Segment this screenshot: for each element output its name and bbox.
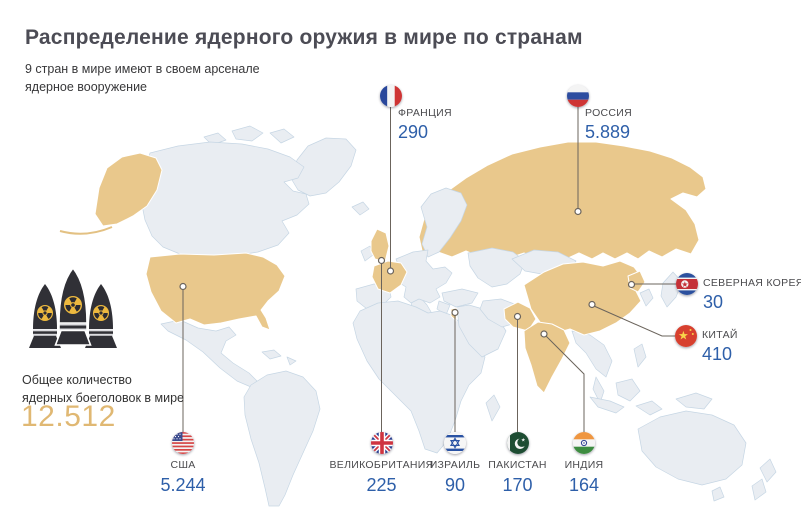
leader-lines xyxy=(179,107,676,432)
page-title: Распределение ядерного оружия в мире по … xyxy=(25,26,583,49)
country-value-north-korea: 30 xyxy=(703,292,724,312)
map-region-canada xyxy=(140,141,310,258)
callout-north-korea: СЕВЕРНАЯ КОРЕЯ 30 xyxy=(703,277,801,313)
map-region-new-guinea xyxy=(675,392,713,410)
page-subtitle-line1: 9 стран в мире имеют в своем арсенале xyxy=(25,62,260,76)
map-nuclear-states xyxy=(59,141,707,394)
pakistan-flag-icon: ★ xyxy=(506,432,529,454)
leader-line-india xyxy=(545,335,585,432)
country-name-pakistan: ПАКИСТАН xyxy=(488,459,547,471)
country-value-israel: 90 xyxy=(444,475,466,495)
svg-text:★: ★ xyxy=(678,329,689,343)
leader-endpoint-france xyxy=(386,267,395,275)
leader-endpoint-pakistan xyxy=(513,312,522,321)
total-warheads-label-line2: ядерных боеголовок в мире xyxy=(22,390,184,405)
map-region-madagascar xyxy=(485,394,501,422)
map-region-south-korea xyxy=(639,288,654,307)
country-name-france: ФРАНЦИЯ xyxy=(398,107,452,119)
country-value-india: 164 xyxy=(568,475,600,495)
country-name-uk: ВЕЛИКОБРИТАНИЯ xyxy=(329,459,434,471)
page-subtitle-line2: ядерное вооружение xyxy=(25,80,148,95)
country-value-usa: 5.244 xyxy=(160,475,206,495)
nuclear-warheads-icon xyxy=(29,268,117,348)
callout-france: ФРАНЦИЯ 290 xyxy=(398,107,452,143)
israel-flag-icon xyxy=(444,432,466,454)
country-value-uk: 225 xyxy=(366,475,397,495)
map-region-uk xyxy=(370,228,390,263)
india-flag-icon xyxy=(573,432,595,454)
map-region-turkey xyxy=(441,288,479,308)
usa-flag-icon xyxy=(172,432,194,454)
leader-endpoint-russia xyxy=(574,207,582,216)
callout-israel: ИЗРАИЛЬ 90 xyxy=(385,459,525,496)
total-warheads-label: Общее количество ядерных боеголовок в ми… xyxy=(22,372,184,407)
leader-endpoint-usa xyxy=(179,282,187,291)
callout-india: ИНДИЯ 164 xyxy=(514,459,654,496)
map-region-central-europe xyxy=(395,249,453,304)
uk-flag-icon xyxy=(370,432,393,454)
total-warheads-label-line1: Общее количество xyxy=(22,373,132,387)
callout-pakistan: ПАКИСТАН 170 xyxy=(448,459,588,496)
north-korea-flag-icon: ★ xyxy=(676,273,698,295)
map-region-south-america xyxy=(243,370,321,507)
country-value-russia: 5.889 xyxy=(585,122,631,142)
svg-text:★: ★ xyxy=(521,438,526,444)
map-region-indonesia xyxy=(589,396,663,416)
map-region-greenland xyxy=(291,137,357,197)
page-subtitle: 9 стран в мире имеют в своем арсенале яд… xyxy=(25,60,260,96)
leader-endpoint-india xyxy=(540,330,548,338)
leader-endpoint-israel xyxy=(451,308,459,317)
leader-line-china xyxy=(593,305,675,337)
map-region-caribbean xyxy=(261,349,297,366)
map-region-australia xyxy=(637,410,747,486)
china-flag-icon: ★ xyxy=(675,325,697,347)
leader-endpoint-north-korea xyxy=(627,280,636,289)
map-region-france xyxy=(371,260,408,294)
map-region-southeast-asia xyxy=(571,330,613,404)
map-region-philippines xyxy=(633,343,647,368)
country-value-china: 410 xyxy=(702,344,733,364)
map-region-new-zealand xyxy=(751,458,777,501)
total-warheads-value: 12.512 xyxy=(21,400,116,433)
map-region-alaska xyxy=(94,152,163,227)
map-region-iceland xyxy=(351,201,370,216)
country-name-north-korea: СЕВЕРНАЯ КОРЕЯ xyxy=(703,277,801,289)
svg-text:★: ★ xyxy=(681,280,688,289)
map-region-mexico xyxy=(160,319,258,388)
map-region-aleutians xyxy=(59,226,113,235)
leader-endpoint-china xyxy=(588,300,596,309)
country-name-china: КИТАЙ xyxy=(702,329,738,341)
callout-usa: США 5.244 xyxy=(113,459,253,496)
warhead-left xyxy=(29,284,61,348)
leader-endpoint-uk xyxy=(377,256,386,265)
russia-flag-icon xyxy=(567,85,589,107)
warhead-right xyxy=(85,284,117,348)
callout-china: КИТАЙ 410 xyxy=(702,329,738,365)
map-region-tasmania xyxy=(711,486,725,502)
country-value-france: 290 xyxy=(398,122,429,142)
callout-uk: ВЕЛИКОБРИТАНИЯ 225 xyxy=(312,459,452,496)
callout-russia: РОССИЯ 5.889 xyxy=(585,107,632,143)
country-name-india: ИНДИЯ xyxy=(564,459,604,471)
map-region-borneo xyxy=(615,378,641,402)
country-name-russia: РОССИЯ xyxy=(585,107,633,119)
map-region-usa xyxy=(145,252,286,331)
map-region-central-asia xyxy=(467,247,526,288)
country-name-usa: США xyxy=(170,459,196,471)
france-flag-icon xyxy=(379,85,402,107)
warhead-center xyxy=(54,268,92,346)
map-region-scandinavia xyxy=(420,187,468,258)
country-name-israel: ИЗРАИЛЬ xyxy=(429,459,481,471)
map-region-india xyxy=(523,321,571,394)
country-value-pakistan: 170 xyxy=(502,475,533,495)
